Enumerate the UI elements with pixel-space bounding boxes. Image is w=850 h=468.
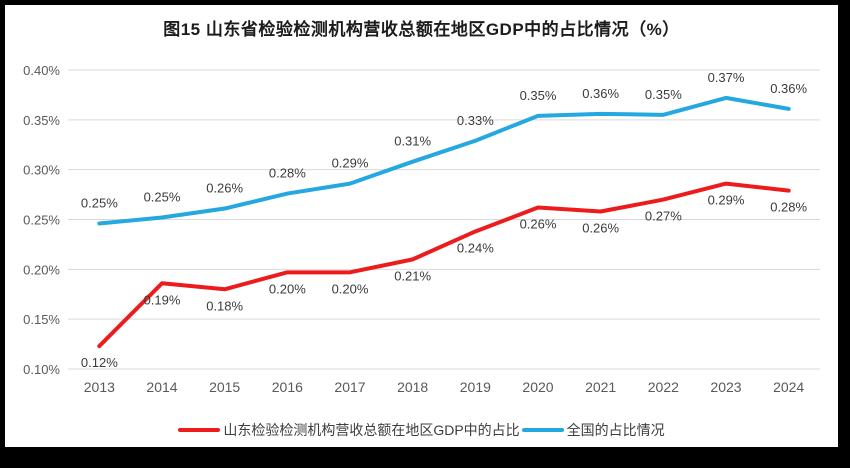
x-axis-tick-label: 2016 — [272, 379, 303, 395]
data-label-shandong: 0.24% — [457, 240, 494, 255]
data-label-national: 0.36% — [770, 81, 807, 96]
legend-line-national-icon — [521, 428, 564, 432]
x-axis-tick-label: 2017 — [334, 379, 365, 395]
data-label-national: 0.36% — [582, 86, 619, 101]
x-axis-tick-label: 2015 — [209, 379, 240, 395]
y-axis-tick-label: 0.20% — [23, 262, 60, 277]
data-label-shandong: 0.20% — [269, 281, 306, 296]
x-axis-tick-label: 2013 — [84, 379, 115, 395]
x-axis-tick-label: 2024 — [773, 379, 804, 395]
y-axis-tick-label: 0.40% — [23, 63, 60, 78]
chart-title: 图15 山东省检验检测机构营收总额在地区GDP中的占比情况（%） — [163, 20, 680, 39]
legend-item-shandong: 山东检验检测机构营收总额在地区GDP中的占比 — [178, 420, 520, 440]
x-axis-tick-label: 2018 — [397, 379, 428, 395]
x-axis-tick-label: 2019 — [460, 379, 491, 395]
data-label-shandong: 0.27% — [645, 209, 682, 224]
data-label-shandong: 0.20% — [332, 281, 369, 296]
series-line-shandong — [97, 181, 791, 349]
data-label-shandong: 0.12% — [81, 355, 118, 370]
data-label-national: 0.26% — [206, 181, 243, 196]
x-axis-tick-label: 2020 — [522, 379, 553, 395]
chart-canvas: 图15 山东省检验检测机构营收总额在地区GDP中的占比情况（%） 0.10% 0.… — [5, 5, 838, 447]
legend-item-national: 全国的占比情况 — [521, 420, 665, 440]
data-label-national: 0.25% — [144, 190, 181, 205]
data-label-shandong: 0.18% — [206, 298, 243, 313]
data-label-shandong: 0.28% — [770, 200, 807, 215]
data-label-national: 0.25% — [81, 195, 118, 210]
series-line-national — [97, 95, 791, 226]
data-label-shandong: 0.21% — [394, 268, 431, 283]
data-label-national: 0.33% — [457, 113, 494, 128]
data-label-national: 0.35% — [645, 87, 682, 102]
legend-label-shandong: 山东检验检测机构营收总额在地区GDP中的占比 — [223, 422, 520, 438]
x-axis-tick-label: 2021 — [585, 379, 616, 395]
data-label-national: 0.28% — [269, 166, 306, 181]
data-label-shandong: 0.19% — [144, 292, 181, 307]
y-axis-tick-label: 0.10% — [23, 362, 60, 377]
legend-label-national: 全国的占比情况 — [566, 422, 665, 438]
x-axis-tick-label: 2022 — [648, 379, 679, 395]
plot-area: 0.10% 0.15% 0.20% 0.25% 0.30% 0.35% 0.40% 2013 2… — [23, 63, 820, 395]
legend: 山东检验检测机构营收总额在地区GDP中的占比 全国的占比情况 — [5, 420, 838, 440]
data-label-national: 0.31% — [394, 134, 431, 149]
y-axis-tick-label: 0.15% — [23, 312, 60, 327]
data-label-national: 0.29% — [332, 156, 369, 171]
legend-line-shandong-icon — [178, 428, 221, 432]
data-label-shandong: 0.26% — [582, 221, 619, 236]
y-axis-tick-label: 0.25% — [23, 213, 60, 228]
data-label-national: 0.37% — [708, 70, 745, 85]
data-label-national: 0.35% — [520, 88, 557, 103]
x-axis-tick-label: 2023 — [710, 379, 741, 395]
data-label-shandong: 0.29% — [708, 193, 745, 208]
y-axis-tick-label: 0.35% — [23, 113, 60, 128]
x-axis-tick-label: 2014 — [146, 379, 177, 395]
y-axis-tick-label: 0.30% — [23, 163, 60, 178]
data-label-shandong: 0.26% — [520, 217, 557, 232]
